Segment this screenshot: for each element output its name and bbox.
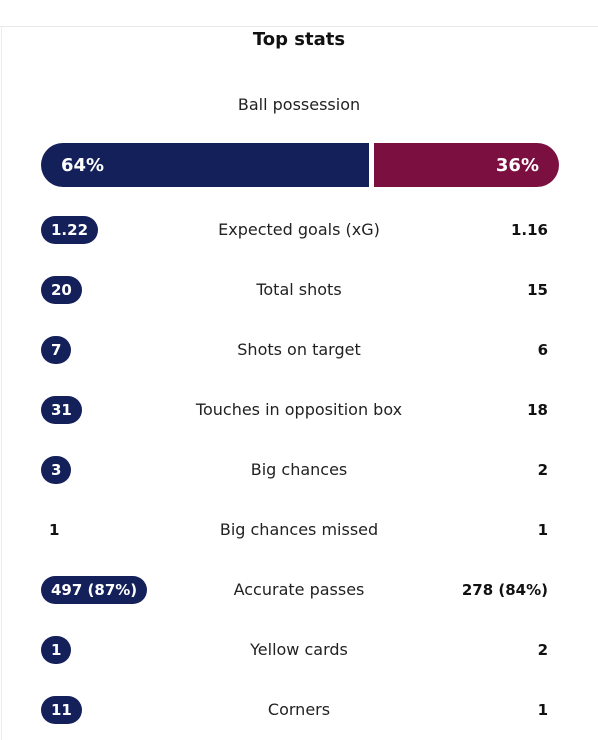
away-value: 15 (527, 281, 548, 299)
stat-label: Shots on target (237, 340, 361, 359)
away-value: 6 (537, 341, 548, 359)
possession-bar-home: 64% (41, 143, 370, 187)
possession-home-label: 64% (61, 154, 105, 176)
possession-bar-away: 36% (374, 143, 559, 187)
away-value: 278 (84%) (461, 581, 548, 599)
away-value: 1 (537, 521, 548, 539)
away-value: 2 (537, 461, 548, 479)
possession-label: Ball possession (237, 95, 361, 114)
stat-label: Touches in opposition box (195, 400, 403, 419)
divider (1, 26, 2, 740)
stat-label: Corners (267, 700, 331, 719)
home-value: 7 (41, 336, 72, 364)
away-value: 1 (537, 701, 548, 719)
stat-label: Big chances (250, 460, 348, 479)
home-value: 1 (41, 636, 72, 664)
home-value: 497 (87%) (41, 576, 148, 604)
away-value: 18 (527, 401, 548, 419)
home-value: 11 (41, 696, 82, 724)
stat-label: Total shots (256, 280, 342, 299)
possession-away-label: 36% (495, 154, 539, 176)
divider (0, 26, 598, 27)
away-value: 1.16 (510, 221, 548, 239)
stat-label: Expected goals (xG) (218, 220, 380, 239)
home-value: 20 (41, 276, 82, 304)
stat-label: Yellow cards (250, 640, 348, 659)
away-value: 2 (537, 641, 548, 659)
title: Top stats (252, 29, 346, 50)
stat-label: Big chances missed (219, 520, 379, 539)
stat-label: Accurate passes (233, 580, 365, 599)
home-value: 31 (41, 396, 82, 424)
home-value: 1 (49, 521, 60, 539)
home-value: 1.22 (41, 216, 99, 244)
home-value: 3 (41, 456, 72, 484)
